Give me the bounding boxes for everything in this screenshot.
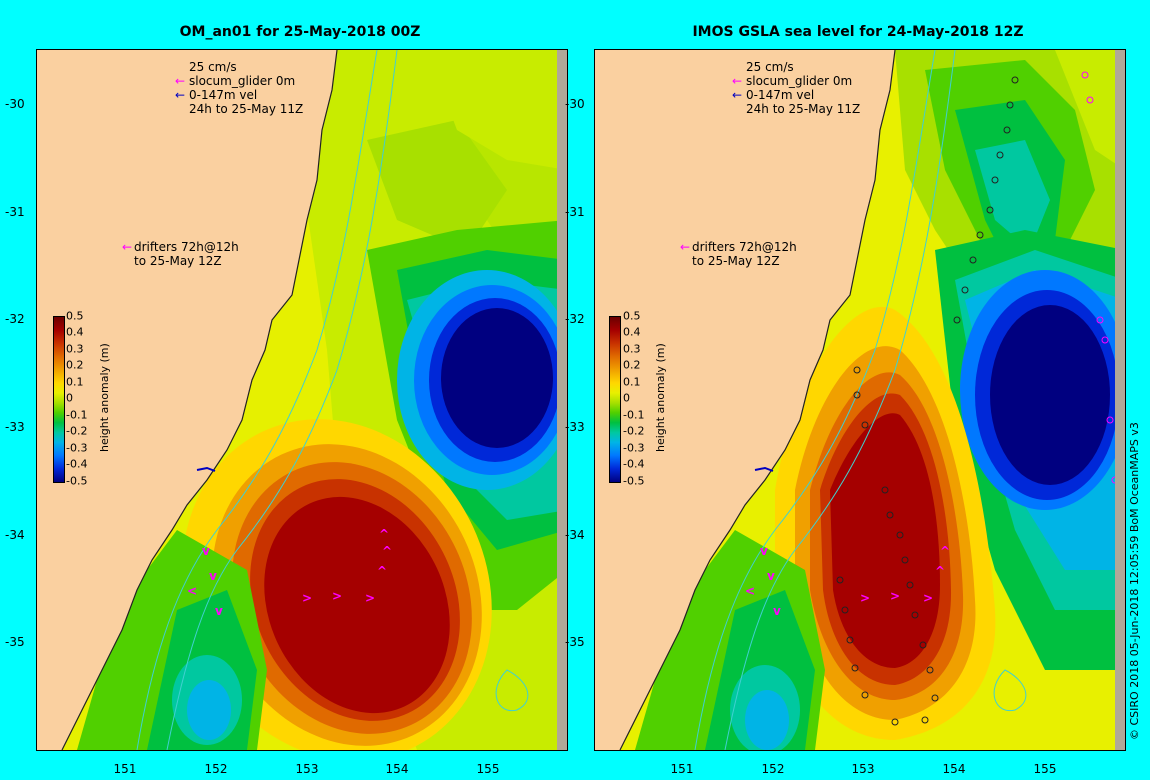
y-tick: -32 [5, 312, 25, 326]
svg-text:>: > [860, 591, 870, 605]
x-tick: 154 [385, 762, 409, 776]
cb-tick: 0.5 [623, 309, 641, 323]
right-legend: 25 cm/s ← slocum_glider 0m ← 0-147m vel … [732, 60, 860, 116]
x-tick: 151 [113, 762, 137, 776]
svg-text:^: ^ [379, 527, 389, 541]
vel-label: 0-147m vel [746, 88, 815, 102]
scale-label: 25 cm/s [189, 60, 237, 74]
y-tick: -35 [565, 635, 585, 649]
cb-tick: 0.4 [66, 325, 84, 339]
x-tick: 155 [1033, 762, 1057, 776]
svg-text:v: v [760, 544, 768, 558]
cb-tick: 0.3 [623, 342, 641, 356]
svg-text:>: > [890, 589, 900, 603]
left-map[interactable]: > > > ^ ^ ^ v v v < [36, 49, 568, 751]
cb-tick: -0.3 [66, 441, 88, 455]
y-tick: -30 [565, 97, 585, 111]
drifters-time-label: to 25-May 12Z [692, 254, 780, 268]
x-tick: 154 [942, 762, 966, 776]
y-tick: -31 [5, 205, 25, 219]
right-map-svg: > > > ^ ^ v v v < [595, 50, 1125, 750]
cb-tick: 0 [66, 391, 73, 405]
svg-text:>: > [332, 589, 342, 603]
cb-tick: -0.1 [623, 408, 645, 422]
x-tick: 152 [204, 762, 228, 776]
cb-tick: -0.1 [66, 408, 88, 422]
svg-text:<: < [745, 584, 755, 598]
colorbar-axis-label: height anomaly (m) [98, 343, 111, 452]
cb-tick: 0.4 [623, 325, 641, 339]
cb-tick: -0.2 [623, 424, 645, 438]
svg-text:^: ^ [377, 564, 387, 578]
x-tick: 153 [851, 762, 875, 776]
glider-arrow-icon: ← [732, 74, 743, 88]
vel-label: 0-147m vel [189, 88, 258, 102]
cb-tick: -0.3 [623, 441, 645, 455]
svg-text:^: ^ [940, 544, 950, 558]
y-tick: -32 [565, 312, 585, 326]
svg-text:v: v [209, 569, 217, 583]
y-tick: -33 [5, 420, 25, 434]
cb-tick: -0.4 [66, 457, 88, 471]
y-tick: -31 [565, 205, 585, 219]
drifter-arrow-icon: ← [122, 240, 133, 254]
cb-tick: 0.2 [66, 358, 84, 372]
drifter-arrow-icon: ← [680, 240, 691, 254]
x-tick: 151 [670, 762, 694, 776]
y-tick: -35 [5, 635, 25, 649]
cb-tick: -0.4 [623, 457, 645, 471]
svg-text:<: < [187, 584, 197, 598]
svg-text:v: v [767, 569, 775, 583]
svg-text:v: v [215, 604, 223, 618]
period-label: 24h to 25-May 11Z [189, 102, 304, 116]
drifters-label: drifters 72h@12h [134, 240, 239, 254]
cb-tick: 0.1 [66, 375, 84, 389]
right-map[interactable]: > > > ^ ^ v v v < [594, 49, 1126, 751]
svg-text:^: ^ [382, 544, 392, 558]
vel-arrow-icon: ← [175, 88, 186, 102]
x-tick: 153 [295, 762, 319, 776]
y-tick: -34 [5, 528, 25, 542]
y-tick: -34 [565, 528, 585, 542]
colorbar-axis-label: height anomaly (m) [654, 343, 667, 452]
right-drifters-legend: ← drifters 72h@12h to 25-May 12Z [680, 240, 797, 268]
x-tick: 155 [476, 762, 500, 776]
cb-tick: -0.5 [66, 474, 88, 488]
glider-arrow-icon: ← [175, 74, 186, 88]
drifters-time-label: to 25-May 12Z [134, 254, 222, 268]
period-label: 24h to 25-May 11Z [746, 102, 861, 116]
cb-tick: 0.5 [66, 309, 84, 323]
cb-tick: 0.2 [623, 358, 641, 372]
cb-tick: -0.5 [623, 474, 645, 488]
svg-text:>: > [365, 591, 375, 605]
drifter-arrow: > [302, 591, 312, 605]
glider-label: slocum_glider 0m [189, 74, 296, 88]
left-drifters-legend: ← drifters 72h@12h to 25-May 12Z [122, 240, 239, 268]
credit-text: © CSIRO 2018 05-Jun-2018 12:05:59 BoM Oc… [1128, 422, 1141, 740]
vel-arrow-icon: ← [732, 88, 743, 102]
cb-tick: 0.3 [66, 342, 84, 356]
glider-label: slocum_glider 0m [746, 74, 853, 88]
svg-text:v: v [773, 604, 781, 618]
y-tick: -30 [5, 97, 25, 111]
svg-text:^: ^ [935, 564, 945, 578]
svg-text:v: v [202, 544, 210, 558]
scale-label: 25 cm/s [746, 60, 794, 74]
left-legend: 25 cm/s ← slocum_glider 0m ← 0-147m vel … [175, 60, 303, 116]
cb-tick: -0.2 [66, 424, 88, 438]
left-colorbar [53, 316, 65, 483]
x-tick: 152 [761, 762, 785, 776]
right-colorbar [609, 316, 621, 483]
left-map-svg: > > > ^ ^ ^ v v v < [37, 50, 567, 750]
left-panel-title: OM_an01 for 25-May-2018 00Z [179, 24, 421, 40]
cb-tick: 0.1 [623, 375, 641, 389]
cb-tick: 0 [623, 391, 630, 405]
svg-text:>: > [923, 591, 933, 605]
right-panel-title: IMOS GSLA sea level for 24-May-2018 12Z [692, 24, 1024, 40]
y-tick: -33 [565, 420, 585, 434]
drifters-label: drifters 72h@12h [692, 240, 797, 254]
